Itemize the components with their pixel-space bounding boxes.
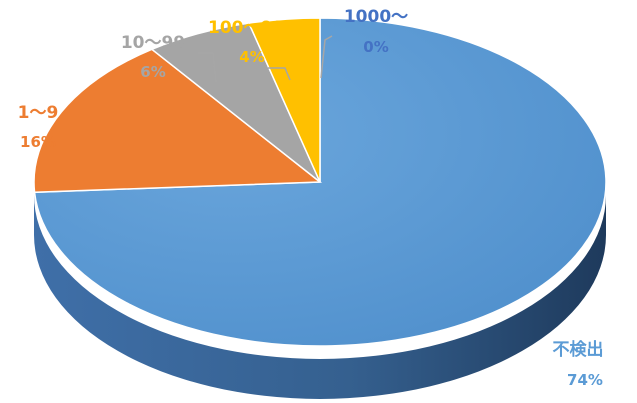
slice-label-1: 1～9 [18, 103, 59, 123]
slice-percent-3: 4% [239, 48, 264, 66]
leader-lines [198, 35, 333, 83]
leader-line-2 [198, 52, 217, 83]
slice-percent-4: 0% [363, 38, 388, 56]
slice-label-3: 100～999 [208, 18, 296, 38]
leader-line-4 [320, 35, 333, 79]
slice-percent-0: 74% [567, 371, 603, 389]
slice-percent-1: 16% [20, 133, 56, 151]
slice-label-0: 不検出 [553, 339, 604, 360]
pie-slice-3 [247, 17, 321, 183]
pie-slices [33, 17, 607, 347]
pie-side-wall [34, 195, 606, 399]
leader-line-3 [268, 67, 291, 81]
pie-slice-1 [33, 48, 323, 194]
slice-label-2: 10～99 [121, 33, 185, 53]
slice-label-4: 1000～ [344, 7, 408, 27]
slice-labels: 不検出 74% 1～9 16% 10～99 6% 100～999 4% 1000～ 0% [18, 7, 604, 389]
slice-percent-2: 6% [140, 63, 165, 81]
